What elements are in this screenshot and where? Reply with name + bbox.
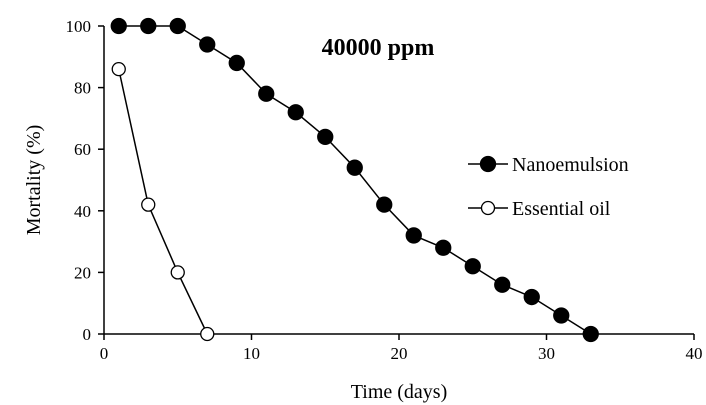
- y-tick-label: 80: [74, 79, 91, 98]
- data-point-nanoemulsion: [464, 258, 481, 275]
- legend-marker: [479, 155, 497, 173]
- series-layer: [110, 17, 599, 343]
- data-point-nanoemulsion: [405, 227, 422, 244]
- data-point-nanoemulsion: [169, 17, 186, 35]
- data-point-essential-oil: [111, 61, 126, 77]
- data-point-nanoemulsion: [287, 104, 304, 121]
- x-axis-label: Time (days): [351, 381, 447, 403]
- data-point-nanoemulsion: [582, 325, 599, 343]
- y-axis-label: Mortality (%): [23, 125, 45, 236]
- y-tick-label: 40: [74, 202, 91, 221]
- y-tick-label: 100: [66, 17, 92, 36]
- series-essential-oil: [111, 61, 215, 342]
- plot-area: 0 10 20 30 40 0 20 40 60 80 100: [66, 17, 703, 363]
- legend-item-nanoemulsion: Nanoemulsion: [468, 154, 629, 176]
- legend-label: Nanoemulsion: [512, 154, 629, 176]
- concentration-annotation: 40000 ppm: [322, 35, 435, 61]
- data-point-nanoemulsion: [140, 17, 157, 35]
- data-point-nanoemulsion: [494, 276, 511, 293]
- data-point-essential-oil: [170, 265, 185, 280]
- x-tick-label: 30: [538, 344, 555, 363]
- series-line-nanoemulsion: [118, 25, 592, 335]
- legend-item-essential-oil: Essential oil: [468, 198, 611, 220]
- x-tick-label: 0: [100, 344, 109, 363]
- data-point-nanoemulsion: [553, 307, 570, 324]
- x-tick-label: 20: [391, 344, 408, 363]
- legend-label: Essential oil: [512, 198, 611, 220]
- series-nanoemulsion: [110, 17, 599, 343]
- x-ticks: 0 10 20 30 40: [100, 334, 703, 363]
- data-point-essential-oil: [200, 326, 215, 342]
- data-point-nanoemulsion: [317, 128, 334, 146]
- data-point-nanoemulsion: [346, 159, 363, 176]
- x-tick-label: 40: [686, 344, 703, 363]
- y-tick-label: 0: [83, 325, 92, 344]
- x-tick-label: 10: [243, 344, 260, 363]
- data-point-nanoemulsion: [228, 54, 245, 72]
- series-line-essential-oil: [118, 68, 208, 335]
- y-tick-label: 20: [74, 263, 91, 282]
- data-point-nanoemulsion: [110, 17, 127, 35]
- data-point-nanoemulsion: [258, 85, 275, 102]
- legend-marker: [480, 200, 496, 216]
- data-point-nanoemulsion: [199, 36, 216, 53]
- y-ticks: 0 20 40 60 80 100: [66, 17, 104, 344]
- data-point-essential-oil: [141, 197, 156, 212]
- legend: Nanoemulsion Essential oil: [468, 154, 629, 220]
- data-point-nanoemulsion: [435, 239, 452, 256]
- data-point-nanoemulsion: [523, 288, 540, 306]
- data-point-nanoemulsion: [376, 196, 393, 213]
- y-tick-label: 60: [74, 140, 91, 159]
